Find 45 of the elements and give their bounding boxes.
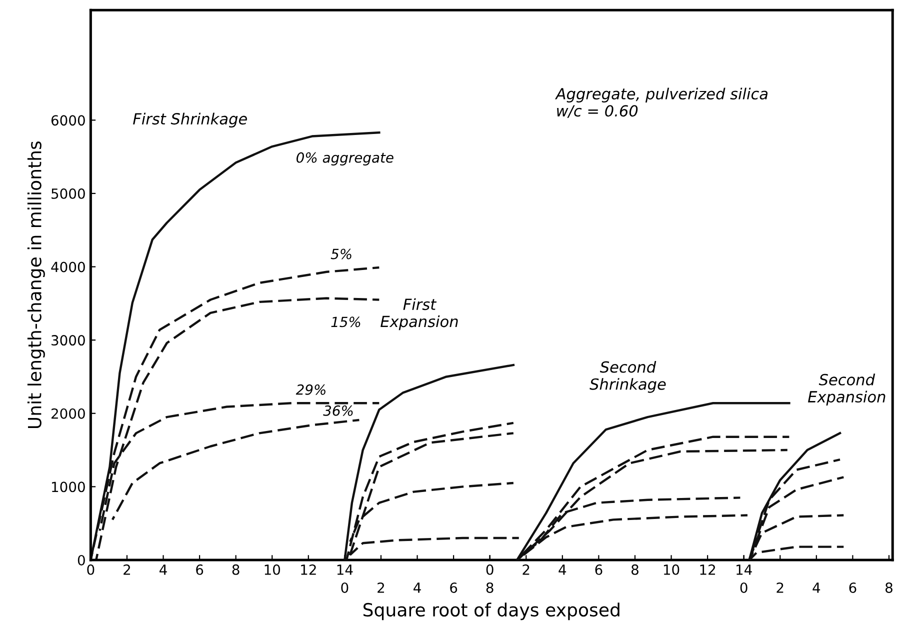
x-tick-label: 8 bbox=[632, 564, 638, 575]
series-label: 5% bbox=[330, 248, 352, 260]
series-label: 15% bbox=[331, 316, 360, 328]
x-tick-label: 10 bbox=[264, 564, 280, 575]
series-label: 36% bbox=[323, 405, 353, 416]
x-tick-label: 4 bbox=[558, 564, 566, 575]
annotation: First Expansion bbox=[380, 298, 458, 330]
x-tick-label: 0 bbox=[740, 582, 748, 593]
series-label: 0% aggregate bbox=[296, 152, 394, 166]
annotation: First Shrinkage bbox=[133, 112, 247, 128]
x-axis-title: Square root of days exposed bbox=[364, 602, 620, 620]
x-tick-label: 12 bbox=[301, 564, 316, 575]
y-tick-label: 1000 bbox=[52, 482, 85, 492]
y-tick-label: 4000 bbox=[51, 262, 85, 272]
y-tick-label: 6000 bbox=[51, 115, 85, 126]
x-tick-label: 0 bbox=[87, 564, 94, 575]
x-tick-label: 0 bbox=[486, 564, 494, 575]
y-axis-title: Unit length-change in millionths bbox=[27, 141, 45, 428]
y-tick-label: 0 bbox=[78, 554, 85, 566]
y-tick-label: 2000 bbox=[52, 408, 85, 419]
annotation: Second Expansion bbox=[808, 374, 886, 406]
x-tick-label: 14 bbox=[337, 564, 353, 575]
x-tick-label: 4 bbox=[160, 564, 167, 575]
y-tick-label: 5000 bbox=[52, 188, 85, 199]
x-tick-label: 10 bbox=[664, 564, 680, 575]
x-tick-label: 2 bbox=[522, 564, 530, 575]
y-tick-label: 3000 bbox=[52, 335, 85, 346]
x-tick-label: 2 bbox=[378, 582, 384, 593]
x-tick-label: 2 bbox=[776, 582, 784, 593]
x-tick-label: 14 bbox=[736, 564, 752, 575]
x-tick-label: 6 bbox=[196, 564, 204, 575]
x-tick-label: 4 bbox=[812, 582, 820, 593]
x-tick-label: 6 bbox=[849, 582, 856, 593]
x-tick-label: 8 bbox=[232, 564, 240, 575]
series-label: 29% bbox=[296, 384, 326, 395]
x-tick-label: 6 bbox=[450, 582, 458, 593]
x-tick-label: 8 bbox=[886, 582, 892, 593]
x-tick-label: 6 bbox=[595, 564, 602, 575]
x-tick-label: 2 bbox=[124, 564, 130, 575]
x-tick-label: 0 bbox=[341, 582, 348, 593]
annotation: Aggregate, pulverized silica w/c = 0.60 bbox=[554, 88, 768, 118]
x-tick-label: 12 bbox=[700, 564, 715, 575]
x-tick-label: 4 bbox=[414, 582, 421, 593]
annotation: Second Shrinkage bbox=[590, 360, 666, 393]
x-tick-label: 8 bbox=[486, 582, 494, 593]
